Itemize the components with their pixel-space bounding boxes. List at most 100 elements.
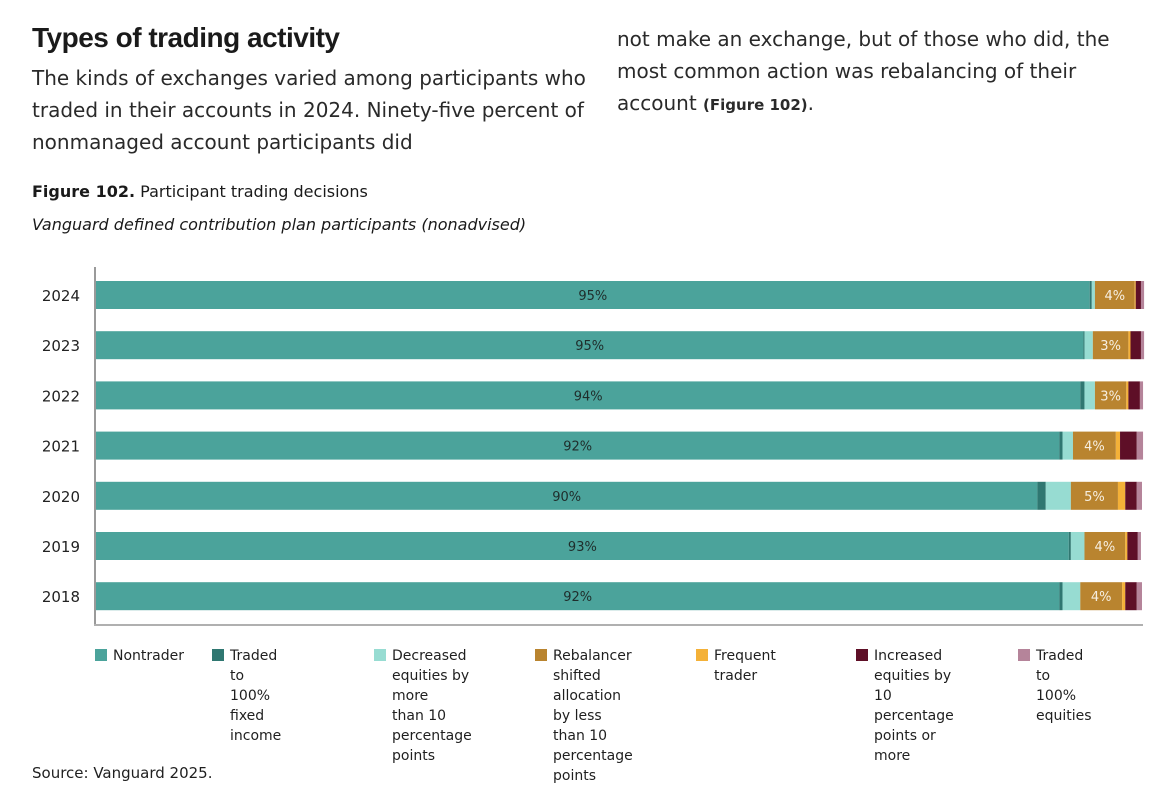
bar-segment bbox=[1062, 582, 1081, 611]
bar-segment bbox=[96, 331, 1084, 360]
stacked-bar-chart: 2024 95% 4% 2023 95% 3% 2022 94% 3% 2021 92% 4% 2020… bbox=[42, 267, 1145, 626]
data-label: 92% bbox=[563, 440, 592, 455]
data-label: 4% bbox=[1104, 289, 1125, 304]
legend-swatch bbox=[535, 649, 547, 661]
bar-segment bbox=[1094, 381, 1127, 410]
bar-segment bbox=[1070, 481, 1118, 510]
data-label: 4% bbox=[1084, 440, 1105, 455]
legend-label: Decreased equities by more than 10 perce… bbox=[392, 648, 472, 764]
y-tick-label: 2020 bbox=[42, 488, 80, 506]
bar-segment bbox=[1062, 431, 1073, 460]
bar-segment bbox=[1128, 381, 1140, 410]
legend-swatch bbox=[374, 649, 386, 661]
y-tick-label: 2023 bbox=[42, 337, 80, 355]
legend-label: Increased equities by 10 percentage poin… bbox=[874, 648, 954, 764]
data-label: 5% bbox=[1084, 490, 1105, 505]
bar-segment bbox=[96, 582, 1060, 611]
bar-segment bbox=[1136, 431, 1144, 460]
bar-segment bbox=[1089, 281, 1092, 309]
bar-segment bbox=[1134, 281, 1136, 309]
bar-segment bbox=[1070, 532, 1085, 560]
bar-segment bbox=[96, 431, 1060, 460]
legend-swatch bbox=[95, 649, 107, 661]
bar-segment bbox=[96, 532, 1069, 560]
y-tick-label: 2019 bbox=[42, 538, 80, 556]
bar-segment bbox=[1140, 331, 1145, 360]
data-label: 92% bbox=[563, 590, 592, 605]
bar-segment bbox=[1115, 431, 1121, 460]
bar-segment bbox=[1083, 331, 1085, 360]
bar-segment bbox=[96, 281, 1090, 309]
bar-segment bbox=[1072, 431, 1116, 460]
data-label: 4% bbox=[1091, 590, 1112, 605]
y-tick-label: 2018 bbox=[42, 588, 80, 606]
legend-swatch bbox=[696, 649, 708, 661]
legend-item: Rebalancer shifted allocation by less th… bbox=[535, 646, 633, 786]
bar-segment bbox=[1045, 481, 1071, 510]
bar-segment bbox=[1092, 331, 1129, 360]
bar-segment bbox=[1139, 381, 1144, 410]
data-label: 95% bbox=[575, 339, 604, 354]
data-label: 95% bbox=[578, 289, 607, 304]
body-paragraph-col2-text: not make an exchange, but of those who d… bbox=[617, 27, 1110, 115]
legend-label: Nontrader bbox=[113, 648, 184, 664]
legend-item: Decreased equities by more than 10 perce… bbox=[374, 646, 472, 766]
figure-reference: (Figure 102) bbox=[703, 96, 808, 114]
legend-item: Traded to 100% fixed income bbox=[212, 646, 281, 746]
figure-title-text: Participant trading decisions bbox=[140, 182, 368, 201]
legend-item: Traded to 100% equities bbox=[1018, 646, 1092, 726]
bar-segment bbox=[1125, 532, 1128, 560]
bar-segment bbox=[1094, 281, 1135, 309]
figure-source: Source: Vanguard 2025. bbox=[32, 764, 213, 782]
y-tick-label: 2022 bbox=[42, 387, 80, 405]
y-tick-label: 2024 bbox=[42, 287, 80, 305]
bar-segment bbox=[1084, 532, 1126, 560]
data-label: 90% bbox=[552, 490, 581, 505]
legend-item: Frequent trader bbox=[696, 646, 776, 686]
bar-segment bbox=[1080, 582, 1123, 611]
bar-segment bbox=[1037, 481, 1046, 510]
y-tick-label: 2021 bbox=[42, 438, 80, 456]
figure-title: Figure 102. Participant trading decision… bbox=[32, 182, 368, 201]
bar-segment bbox=[1130, 331, 1141, 360]
body-paragraph-col1: The kinds of exchanges varied among part… bbox=[32, 66, 586, 154]
bar-segment bbox=[1068, 532, 1071, 560]
figure-subtitle: Vanguard defined contribution plan parti… bbox=[32, 215, 527, 234]
data-label: 94% bbox=[574, 389, 603, 404]
bar-segment bbox=[1135, 281, 1141, 309]
legend-label: Frequent trader bbox=[714, 648, 776, 684]
legend-swatch bbox=[1018, 649, 1030, 661]
data-label: 3% bbox=[1100, 389, 1121, 404]
legend-item: Increased equities by 10 percentage poin… bbox=[856, 646, 954, 766]
bar-segment bbox=[96, 381, 1081, 410]
body-paragraph-col2: not make an exchange, but of those who d… bbox=[617, 23, 1162, 121]
bar-segment bbox=[1137, 532, 1141, 560]
bar-segment bbox=[1127, 532, 1138, 560]
bar-segment bbox=[1117, 481, 1126, 510]
bar-segment bbox=[1091, 281, 1095, 309]
bar-segment bbox=[1125, 582, 1137, 611]
section-heading: Types of trading activity bbox=[32, 22, 340, 53]
legend-label: Traded to 100% fixed income bbox=[230, 648, 282, 744]
bar-segment bbox=[96, 481, 1038, 510]
data-label: 3% bbox=[1100, 339, 1121, 354]
bar-segment bbox=[1125, 481, 1137, 510]
bar-segment bbox=[1122, 582, 1126, 611]
bar-segment bbox=[1136, 481, 1142, 510]
bar-segment bbox=[1128, 331, 1131, 360]
body-paragraph-col2-end: . bbox=[807, 91, 815, 115]
data-label: 93% bbox=[568, 540, 597, 555]
bar-segment bbox=[1120, 431, 1137, 460]
bar-segment bbox=[1084, 331, 1093, 360]
figure-label: Figure 102. bbox=[32, 182, 136, 201]
legend-item: Nontrader bbox=[95, 646, 184, 666]
bar-segment bbox=[1059, 431, 1063, 460]
legend-label: Traded to 100% equities bbox=[1036, 648, 1092, 724]
bar-segment bbox=[1140, 281, 1145, 309]
legend-swatch bbox=[856, 649, 868, 661]
bar-segment bbox=[1059, 582, 1063, 611]
bar-segment bbox=[1136, 582, 1142, 611]
data-label: 4% bbox=[1095, 540, 1116, 555]
legend-label: Rebalancer shifted allocation by less th… bbox=[553, 648, 633, 784]
bar-segment bbox=[1080, 381, 1085, 410]
